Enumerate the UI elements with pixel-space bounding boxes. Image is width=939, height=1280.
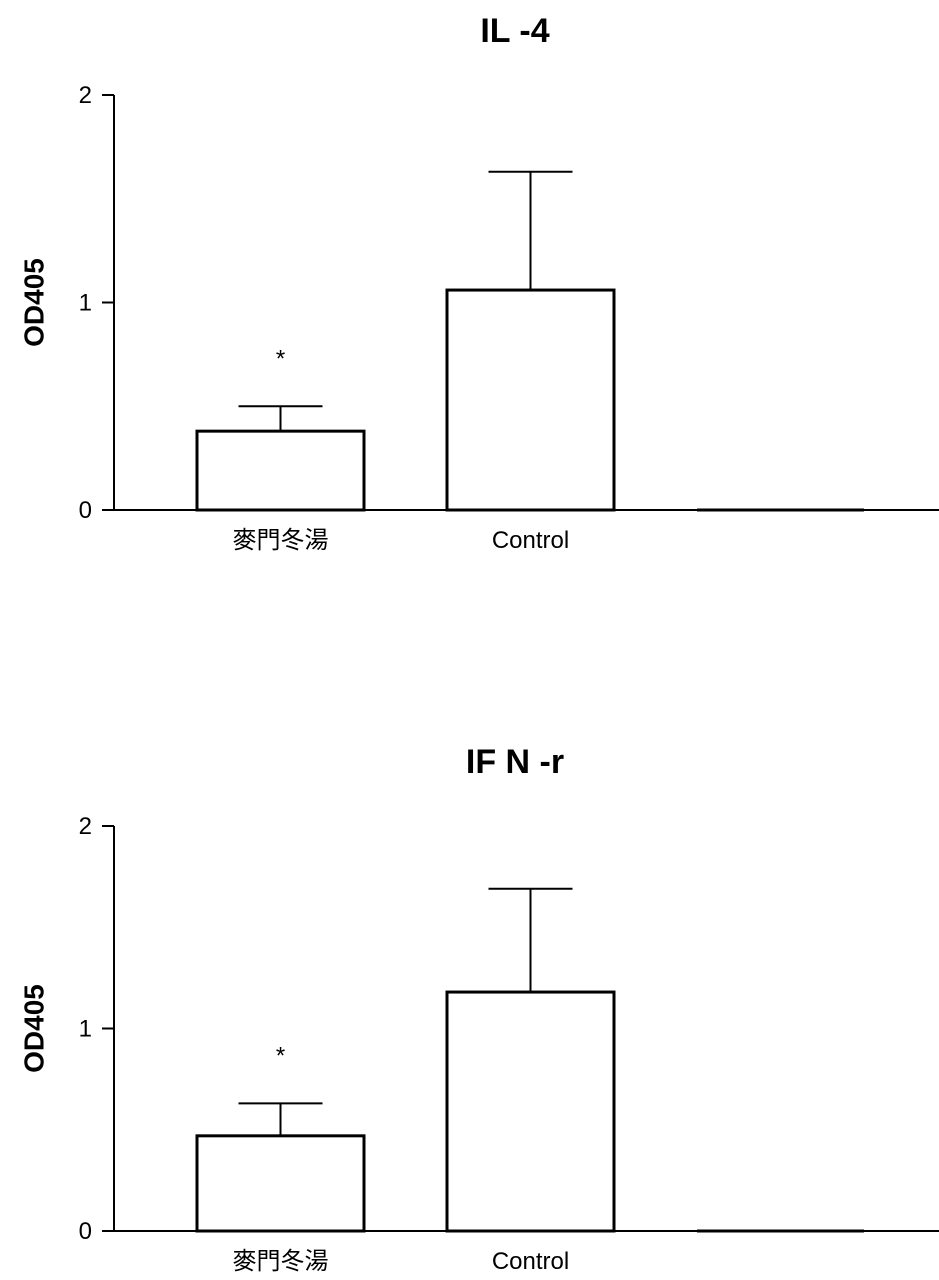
bar: [195, 1134, 366, 1233]
chart-title: IL -4: [480, 12, 549, 50]
significance-marker: *: [276, 1042, 285, 1069]
chart-title: IF N -r: [466, 743, 564, 781]
y-tick-label: 0: [79, 497, 92, 524]
y-tick-label: 1: [79, 290, 92, 317]
bar: [445, 288, 616, 512]
chart-ifnr: IF N -r OD405 0 1 2 麥門冬湯 * Control: [18, 743, 939, 1275]
bar: [445, 990, 616, 1233]
y-tick-label: 2: [79, 813, 92, 840]
significance-marker: *: [276, 345, 285, 372]
y-axis-label: OD405: [18, 984, 49, 1073]
bar: [195, 429, 366, 512]
y-tick-label: 0: [79, 1218, 92, 1245]
x-tick-label: 麥門冬湯: [233, 527, 329, 554]
x-tick-label: Control: [492, 1248, 569, 1275]
y-tick-label: 1: [79, 1016, 92, 1043]
x-tick-label: Control: [492, 527, 569, 554]
x-tick-label: 麥門冬湯: [233, 1248, 329, 1275]
y-tick-label: 2: [79, 82, 92, 109]
y-axis-label: OD405: [18, 258, 49, 347]
chart-il4: IL -4 OD405 0 1 2 麥門冬湯 * Control: [18, 12, 939, 554]
